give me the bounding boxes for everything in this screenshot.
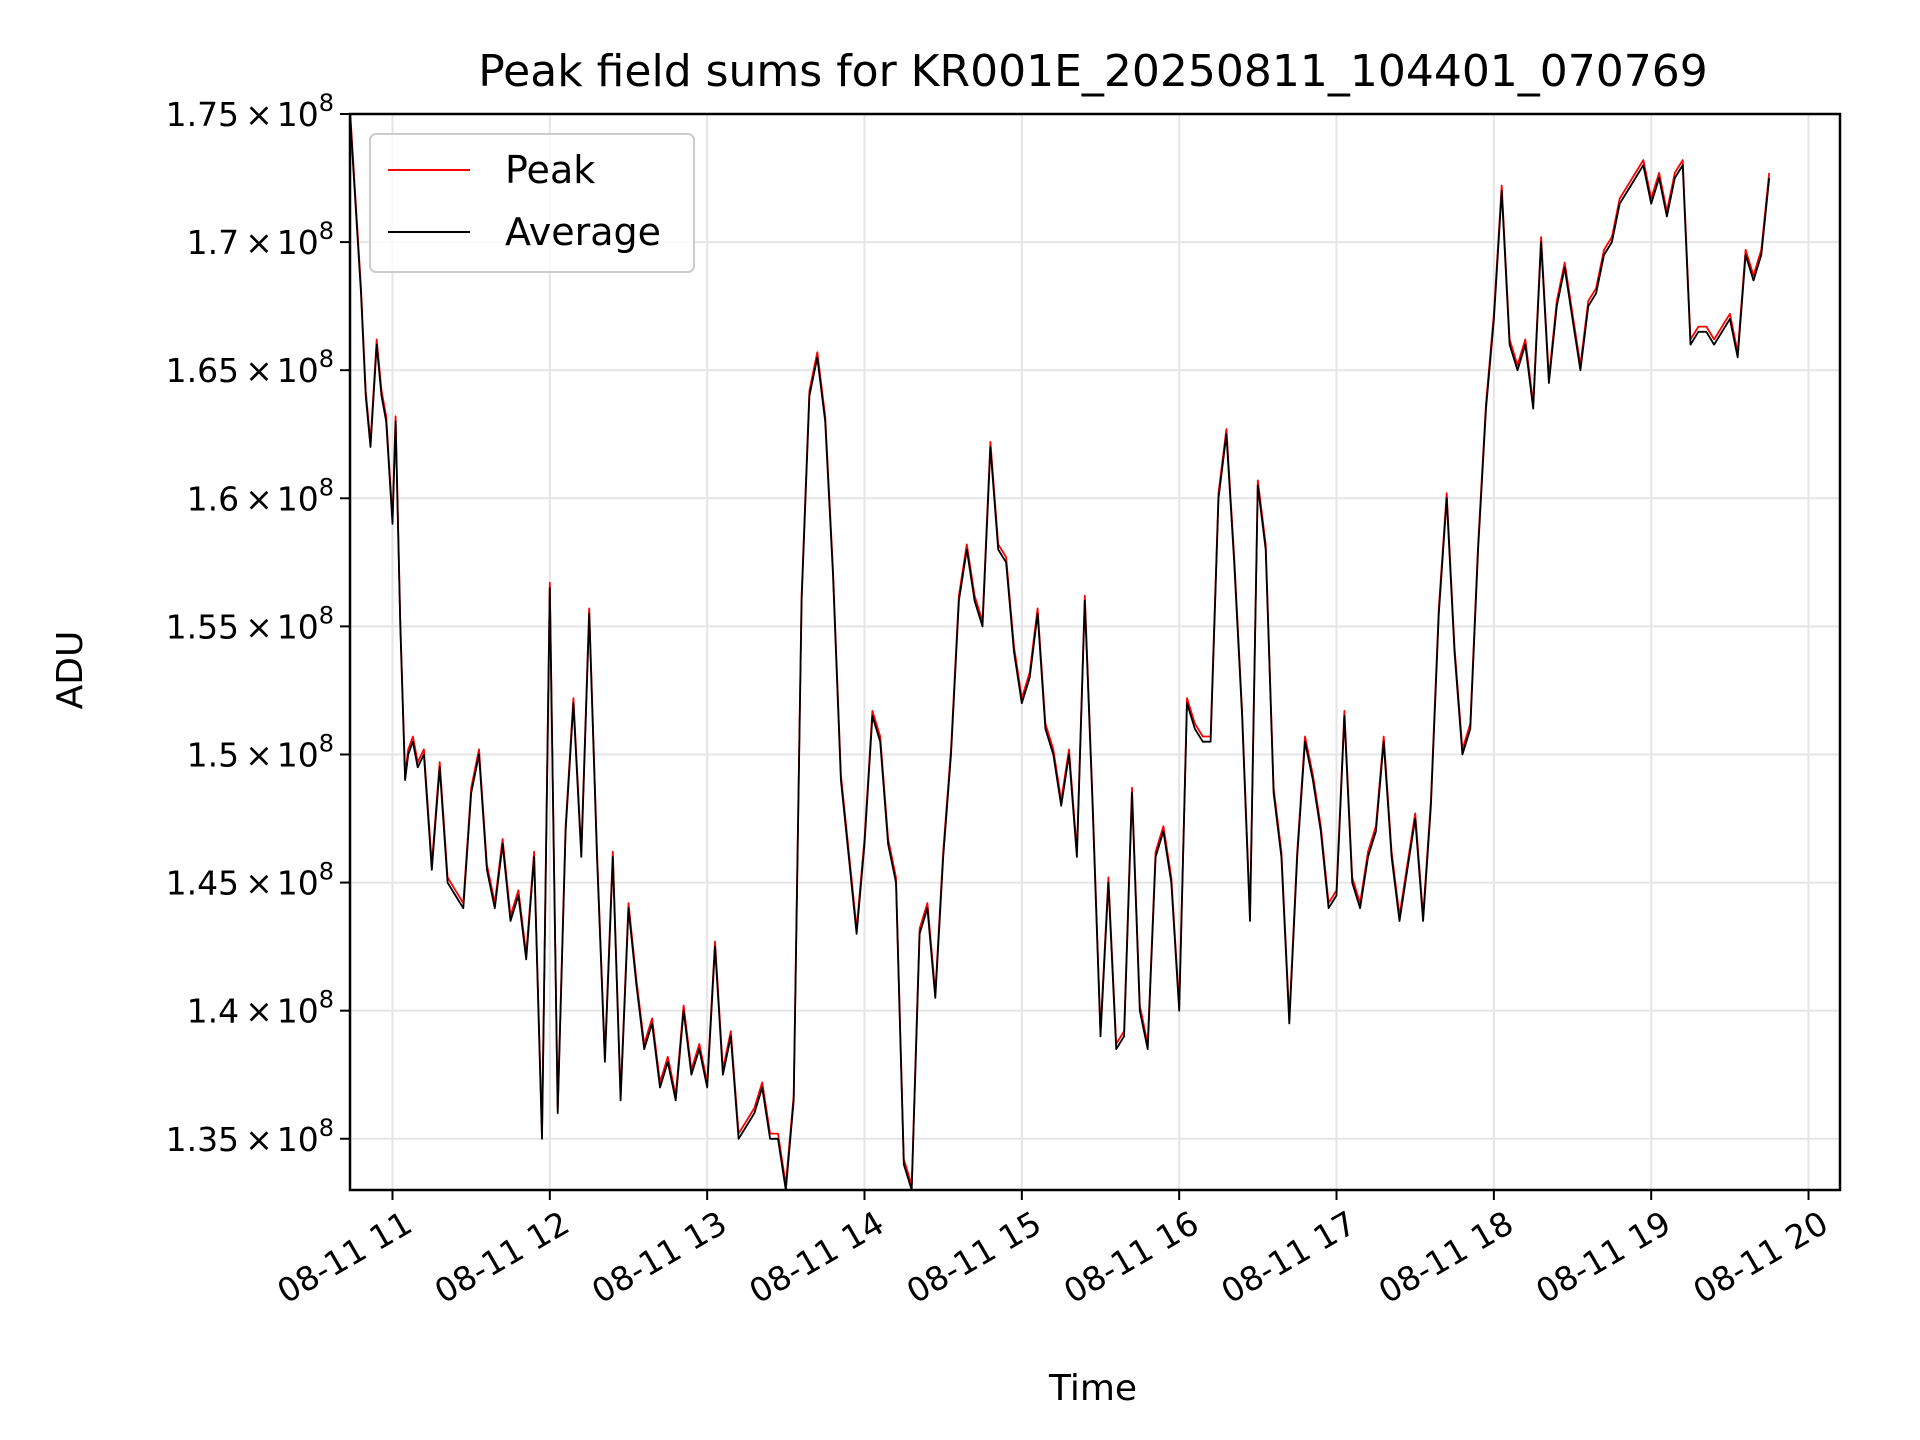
plot-frame: [348, 112, 1842, 1192]
y-tick-label: 1.5 × 108: [187, 729, 334, 774]
y-tick-label: 1.35 × 108: [166, 1114, 334, 1159]
series-line-average: [350, 114, 1771, 1190]
series-line-peak: [350, 114, 1771, 1186]
y-axis: 1.35 × 108 1.4 × 108 1.45 × 108 1.5 × 108 1.55 × 108 1.…: [166, 89, 350, 1159]
y-tick-label: 1.6 × 108: [187, 473, 334, 518]
legend-label-average: Average: [505, 210, 661, 254]
y-tick-label: 1.45 × 108: [166, 858, 334, 903]
y-axis-label: ADU: [50, 631, 91, 710]
legend-box: [369, 133, 695, 273]
y-tick-label: 1.4 × 108: [187, 986, 334, 1031]
y-tick-label: 1.75 × 108: [166, 89, 334, 134]
y-tick-label: 1.55 × 108: [166, 601, 334, 646]
chart-title: Peak field sums for KR001E_20250811_1044…: [478, 46, 1708, 97]
x-axis-label: Time: [1048, 1368, 1137, 1409]
series-lines: [350, 114, 1771, 1190]
y-tick-label: 1.65 × 108: [166, 345, 334, 390]
plot-area: [350, 114, 1840, 1190]
y-tick-label: 1.7 × 108: [187, 217, 334, 262]
legend-label-peak: Peak: [505, 148, 595, 192]
legend: Peak Average: [369, 133, 695, 273]
